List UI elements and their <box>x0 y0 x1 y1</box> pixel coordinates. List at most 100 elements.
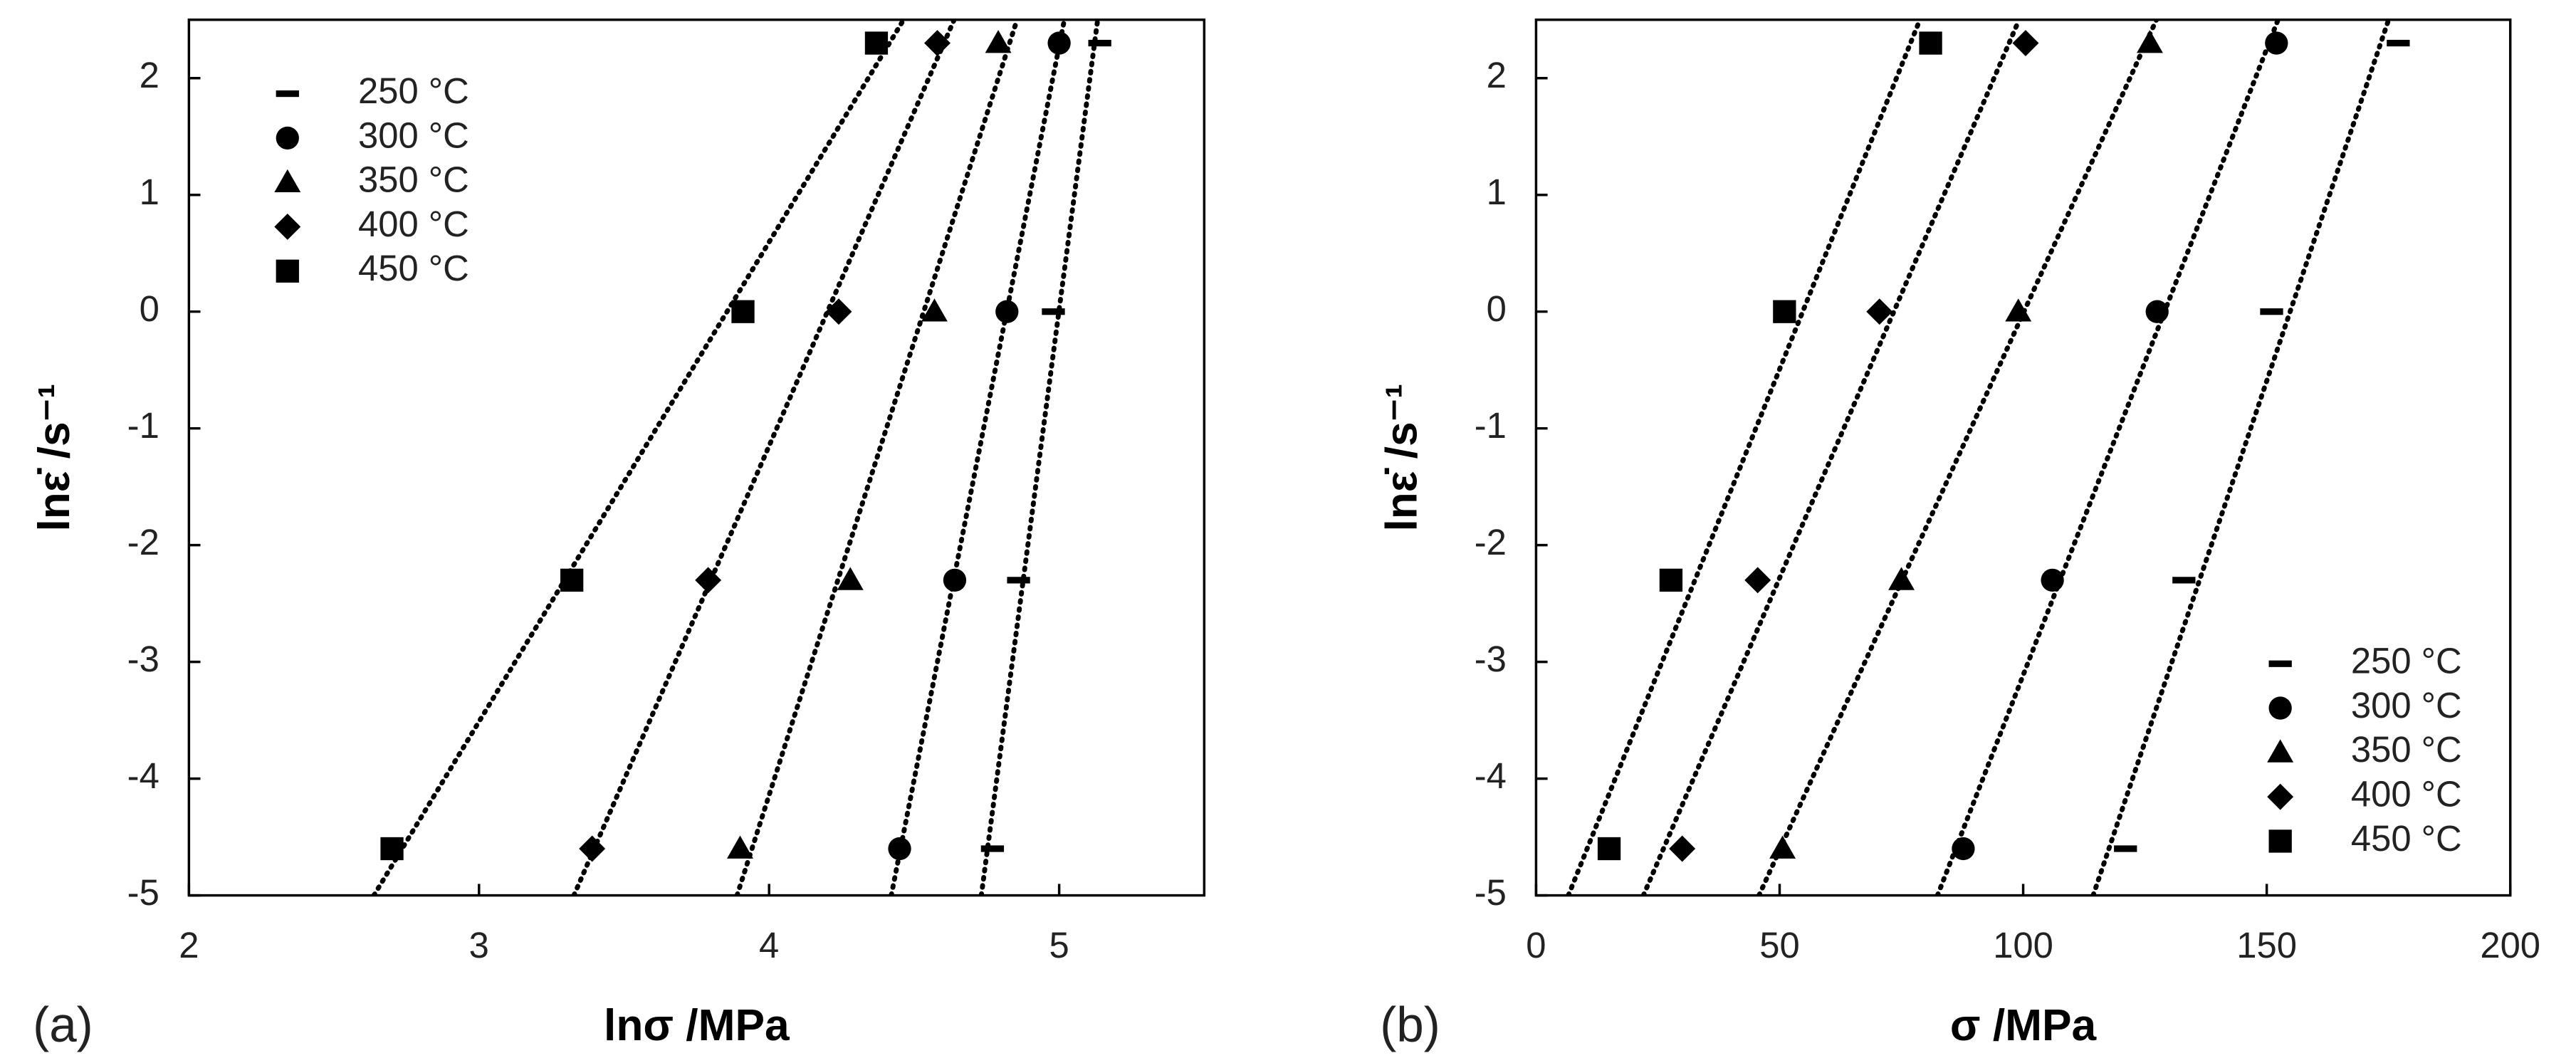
legend-label: 300 °C <box>358 115 469 155</box>
fit-line <box>1934 19 2281 896</box>
marker <box>943 568 967 592</box>
legend-marker <box>2267 739 2294 763</box>
x-tick-label: 2 <box>179 925 199 965</box>
marker <box>2387 39 2410 47</box>
y-tick-label: 1 <box>1487 172 1507 212</box>
marker <box>864 31 889 55</box>
legend-label: 400 °C <box>358 204 469 244</box>
fit-line <box>571 19 957 896</box>
marker <box>731 300 755 323</box>
x-axis-label: lnσ /MPa <box>604 1001 790 1050</box>
legend-label: 250 °C <box>358 70 469 111</box>
y-tick-label: -4 <box>1475 755 1507 796</box>
y-tick-label: 2 <box>1487 55 1507 95</box>
y-tick-label: 0 <box>1487 288 1507 329</box>
fit-line <box>734 19 1020 896</box>
marker <box>726 835 753 859</box>
panel-label: (a) <box>33 997 93 1052</box>
marker <box>985 30 1012 53</box>
y-tick-label: -3 <box>1475 639 1507 679</box>
marker <box>560 568 584 592</box>
y-tick-label: -5 <box>127 872 159 913</box>
marker <box>1773 300 1796 323</box>
legend-marker <box>274 169 301 193</box>
fit-line <box>978 19 1101 896</box>
marker <box>1744 567 1771 594</box>
marker <box>1007 577 1030 584</box>
chart-panel: 2 3 4 5 -5 -4 -3 -2 -1 0 1 2 lnσ /MPa lnε̇ /s⁻¹ (a) 250… <box>30 19 1206 1052</box>
y-tick-label: -1 <box>1475 405 1507 446</box>
marker <box>2012 30 2039 57</box>
marker <box>1769 835 1796 859</box>
marker <box>1866 298 1893 325</box>
marker <box>380 837 404 861</box>
legend-label: 350 °C <box>358 159 469 200</box>
marker <box>980 845 1005 852</box>
legend-label: 350 °C <box>2351 729 2462 770</box>
marker <box>1088 39 1111 47</box>
marker <box>825 298 852 325</box>
plot-frame <box>187 19 1206 897</box>
y-tick-label: -2 <box>1475 522 1507 562</box>
legend-marker <box>2267 783 2294 810</box>
marker <box>837 567 864 590</box>
marker <box>1047 31 1071 55</box>
legend-label: 450 °C <box>358 248 469 288</box>
y-axis-label: lnε̇ /s⁻¹ <box>30 384 79 532</box>
x-tick-label: 3 <box>469 925 489 965</box>
marker <box>1952 837 1975 861</box>
fit-line <box>2090 19 2392 896</box>
x-tick-label: 100 <box>1993 925 2053 965</box>
legend-label: 450 °C <box>2351 818 2462 859</box>
legend-label: 300 °C <box>2351 685 2462 726</box>
y-tick-label: -3 <box>127 639 159 679</box>
fit-line <box>1640 19 2022 896</box>
legend-label: 400 °C <box>2351 774 2462 815</box>
marker <box>2041 568 2064 592</box>
legend-marker <box>2268 829 2292 853</box>
marker <box>2260 308 2283 315</box>
marker <box>2172 577 2196 584</box>
x-tick-label: 0 <box>1526 925 1546 965</box>
x-tick-label: 200 <box>2480 925 2540 965</box>
y-tick-label: 1 <box>140 172 159 212</box>
fit-line <box>1756 19 2159 896</box>
marker <box>1669 835 1696 862</box>
x-axis-label: σ /MPa <box>1950 1001 2098 1050</box>
legend-marker <box>2268 660 2292 667</box>
marker <box>2114 845 2137 852</box>
legend-marker <box>276 126 299 150</box>
y-axis-label: lnε̇ /s⁻¹ <box>1377 384 1426 532</box>
legend-marker <box>274 214 301 240</box>
marker <box>921 298 948 322</box>
marker <box>1919 31 1942 55</box>
y-tick-label: -1 <box>127 405 159 446</box>
marker <box>924 30 951 57</box>
marker <box>1597 837 1621 861</box>
marker <box>1042 308 1065 315</box>
marker <box>1659 568 1683 592</box>
y-tick-label: 0 <box>140 288 159 329</box>
marker <box>1888 567 1915 590</box>
y-tick-label: -5 <box>1475 872 1507 913</box>
y-tick-label: -4 <box>127 755 159 796</box>
panel-label: (b) <box>1380 997 1440 1052</box>
x-tick-label: 150 <box>2236 925 2297 965</box>
legend-marker <box>276 259 299 283</box>
marker <box>2265 31 2288 55</box>
marker <box>695 567 722 594</box>
fit-line <box>889 19 1067 896</box>
chart-panel: 0 50 100 150 200 -5 -4 -3 -2 -1 0 1 2 σ /MPa lnε̇ /s⁻¹… <box>1377 19 2540 1052</box>
fit-line <box>371 19 906 896</box>
legend-marker <box>276 90 299 98</box>
marker <box>2005 298 2032 322</box>
x-tick-label: 4 <box>759 925 779 965</box>
legend-label: 250 °C <box>2351 641 2462 681</box>
x-tick-label: 50 <box>1759 925 1799 965</box>
legend-marker <box>2268 696 2292 720</box>
y-tick-label: -2 <box>127 522 159 562</box>
marker <box>2145 300 2169 323</box>
x-tick-label: 5 <box>1049 925 1069 965</box>
